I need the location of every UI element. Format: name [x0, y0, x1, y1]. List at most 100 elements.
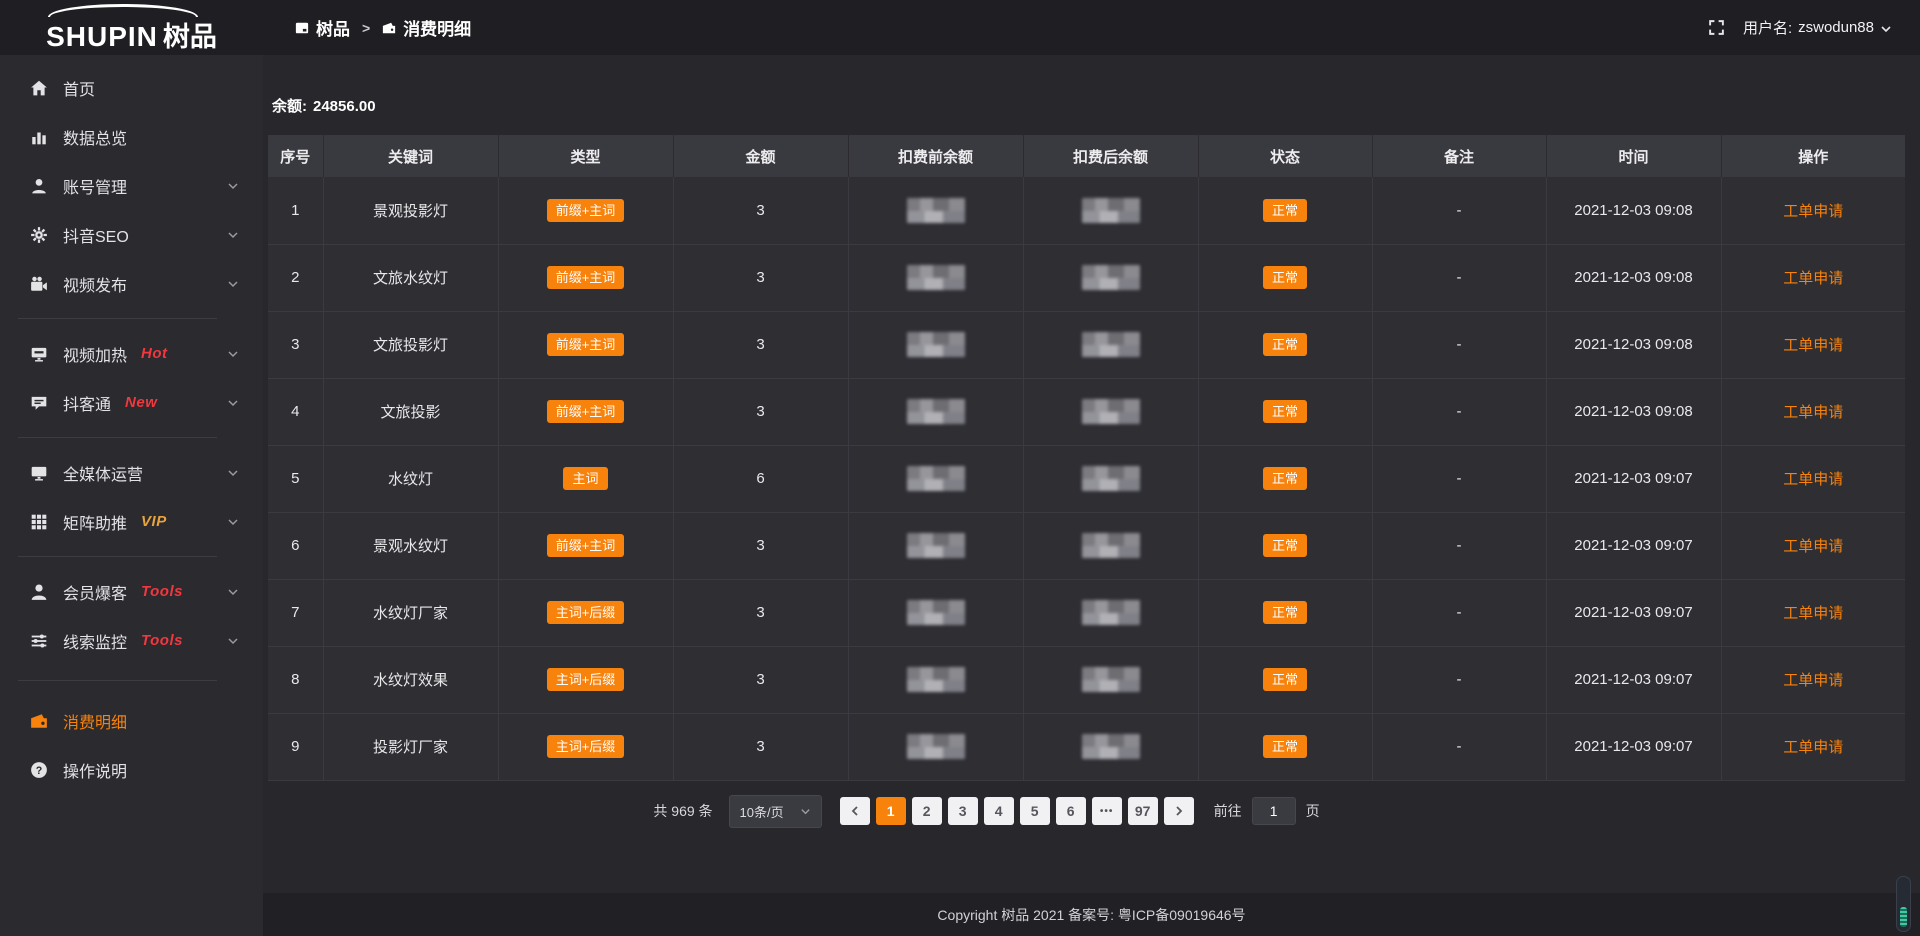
- breadcrumb-separator: >: [362, 19, 371, 36]
- breadcrumb-item-home[interactable]: 树品: [295, 15, 350, 40]
- goto-label: 前往: [1213, 803, 1242, 819]
- redacted-value: [906, 399, 965, 424]
- sidebar-item-label: 抖客通: [63, 396, 112, 414]
- cell-balance-after: [1023, 244, 1199, 312]
- redacted-value: [1081, 265, 1140, 290]
- sidebar-item-chat[interactable]: 抖客通 New: [0, 378, 263, 427]
- goto-page-input[interactable]: [1251, 797, 1296, 825]
- sidebar-item-member[interactable]: 会员爆客 Tools: [0, 567, 263, 616]
- cell-balance-before: [848, 311, 1024, 379]
- work-order-link[interactable]: 工单申请: [1783, 672, 1844, 689]
- sidebar-item-tag: New: [125, 394, 158, 411]
- cell-type: 前缀+主词: [498, 512, 674, 580]
- cell-balance-before: [848, 579, 1024, 647]
- page-button-97[interactable]: 97: [1127, 797, 1158, 825]
- sidebar-item-monitor[interactable]: 全媒体运营: [0, 448, 263, 497]
- cell-remark: -: [1372, 311, 1547, 379]
- page-button-5[interactable]: 5: [1019, 797, 1050, 825]
- cell-keyword: 景观水纹灯: [323, 512, 499, 580]
- table-row: 4 文旅投影 前缀+主词 3 正常 -2021-12-03 09:08 工单申请: [268, 378, 1905, 446]
- cell-balance-before: [848, 244, 1024, 312]
- logo-text-en: SHUPIN: [46, 20, 158, 52]
- gear-icon: [30, 226, 48, 244]
- sidebar: 首页 数据总览 账号管理 抖音SEO 视频发布 视频加热 Hot 抖客通 New 全媒体运营 矩阵助…: [0, 55, 263, 936]
- cell-status: 正常: [1198, 512, 1373, 580]
- sidebar-item-question[interactable]: ? 操作说明: [0, 745, 263, 794]
- cell-no: 2: [268, 244, 324, 312]
- cell-balance-after: [1023, 579, 1199, 647]
- column-header: 金额: [673, 135, 849, 177]
- cell-amount: 3: [673, 311, 849, 379]
- cell-type: 主词+后缀: [498, 579, 674, 647]
- next-page-button[interactable]: [1163, 797, 1194, 825]
- work-order-link[interactable]: 工单申请: [1783, 739, 1844, 756]
- prev-page-button[interactable]: [839, 797, 870, 825]
- work-order-link[interactable]: 工单申请: [1783, 471, 1844, 488]
- fullscreen-icon[interactable]: [1708, 19, 1725, 36]
- work-order-link[interactable]: 工单申请: [1783, 270, 1844, 287]
- cell-type: 前缀+主词: [498, 177, 674, 245]
- cell-amount: 3: [673, 378, 849, 446]
- cell-keyword: 景观投影灯: [323, 177, 499, 245]
- status-badge: 正常: [1262, 333, 1307, 356]
- redacted-value: [1081, 600, 1140, 625]
- page-button-6[interactable]: 6: [1055, 797, 1086, 825]
- work-order-link[interactable]: 工单申请: [1783, 605, 1844, 622]
- cell-time: 2021-12-03 09:08: [1546, 244, 1722, 312]
- balance: 余额: 24856.00: [272, 95, 1905, 116]
- sidebar-item-user[interactable]: 账号管理: [0, 161, 263, 210]
- chevron-right-icon: [1175, 806, 1182, 816]
- page-button-3[interactable]: 3: [947, 797, 978, 825]
- sidebar-item-bar-chart[interactable]: 数据总览: [0, 112, 263, 161]
- sidebar-item-home[interactable]: 首页: [0, 63, 263, 112]
- sidebar-item-wallet[interactable]: 消费明细: [0, 696, 263, 745]
- sidebar-item-label: 矩阵助推: [63, 515, 128, 533]
- redacted-value: [906, 197, 965, 223]
- chevron-down-icon: [227, 516, 239, 528]
- sidebar-item-grid[interactable]: 矩阵助推 VIP: [0, 497, 263, 546]
- screen-cast-icon: [30, 345, 48, 363]
- cell-balance-before: [848, 177, 1024, 245]
- page-button-1[interactable]: 1: [875, 797, 906, 825]
- cell-status: 正常: [1198, 713, 1373, 781]
- sidebar-item-label: 账号管理: [63, 179, 128, 197]
- sidebar-item-filter[interactable]: 线索监控 Tools: [0, 616, 263, 665]
- username-label: 用户名:: [1742, 20, 1793, 37]
- redacted-value: [1081, 332, 1140, 357]
- sidebar-item-screen-cast[interactable]: 视频加热 Hot: [0, 329, 263, 378]
- redacted-value: [906, 600, 965, 625]
- topbar-right: 用户名: zswodun88: [1708, 17, 1892, 38]
- user-menu[interactable]: 用户名: zswodun88: [1743, 17, 1892, 38]
- column-header: 类型: [498, 135, 674, 177]
- column-header: 状态: [1198, 135, 1373, 177]
- cell-type: 前缀+主词: [498, 244, 674, 312]
- grid-icon: [30, 513, 48, 531]
- goto-page: 前往 页: [1214, 797, 1320, 825]
- scrollbar[interactable]: [1896, 876, 1911, 932]
- work-order-link[interactable]: 工单申请: [1783, 538, 1844, 555]
- sidebar-item-label: 抖音SEO: [63, 228, 129, 246]
- sidebar-item-label: 会员爆客: [63, 585, 128, 603]
- logo[interactable]: SHUPIN 树品: [0, 2, 263, 54]
- work-order-link[interactable]: 工单申请: [1783, 337, 1844, 354]
- cell-amount: 3: [673, 244, 849, 312]
- cell-balance-before: [848, 512, 1024, 580]
- status-badge: 正常: [1262, 668, 1307, 691]
- redacted-value: [906, 466, 965, 491]
- page-size-select[interactable]: 10条/页: [728, 794, 822, 828]
- work-order-link[interactable]: 工单申请: [1783, 404, 1844, 421]
- page-button-4[interactable]: 4: [983, 797, 1014, 825]
- breadcrumb-item-current[interactable]: 消费明细: [382, 15, 471, 40]
- redacted-value: [1081, 399, 1140, 424]
- type-badge: 主词: [563, 467, 608, 490]
- cell-action: 工单申请: [1721, 311, 1905, 379]
- cell-remark: -: [1372, 512, 1547, 580]
- status-badge: 正常: [1262, 198, 1307, 222]
- sidebar-item-video-camera[interactable]: 视频发布: [0, 259, 263, 308]
- page-ellipsis-button[interactable]: •••: [1091, 797, 1122, 825]
- sidebar-item-gear[interactable]: 抖音SEO: [0, 210, 263, 259]
- work-order-link[interactable]: 工单申请: [1783, 202, 1844, 220]
- page-button-2[interactable]: 2: [911, 797, 942, 825]
- video-camera-icon: [30, 275, 48, 293]
- type-badge: 前缀+主词: [546, 266, 625, 289]
